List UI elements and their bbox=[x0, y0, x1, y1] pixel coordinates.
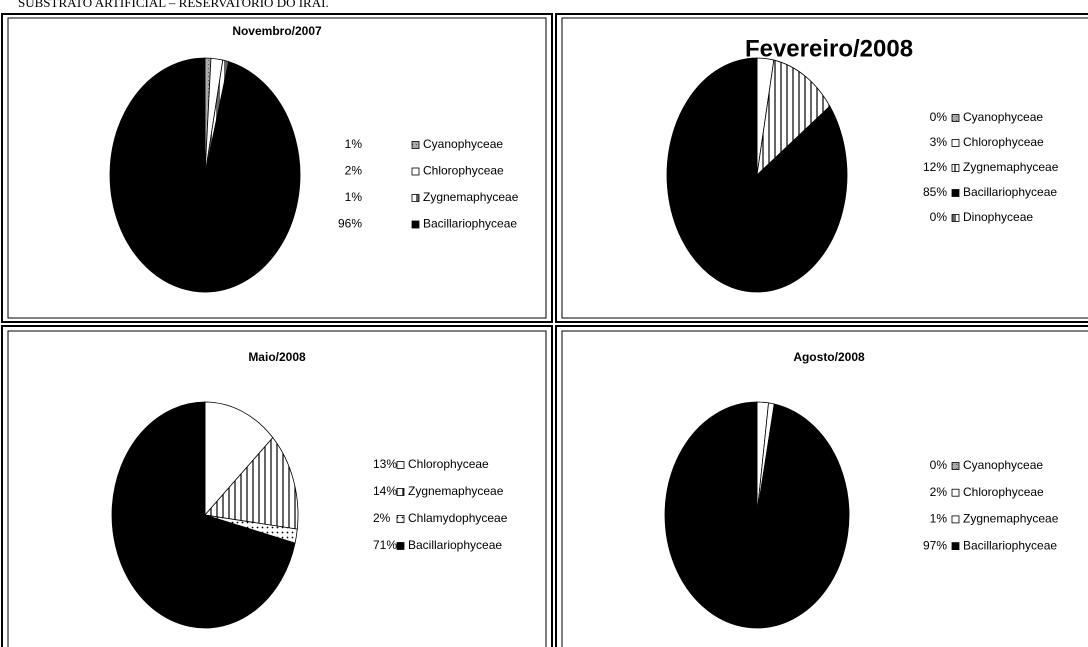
legend-swatch bbox=[951, 164, 960, 172]
legend-swatch bbox=[411, 141, 420, 149]
legend-label: Zygnemaphyceae bbox=[963, 512, 1059, 526]
cell-frame bbox=[1, 325, 553, 647]
chart-title: Maio/2008 bbox=[248, 350, 306, 364]
pie-slice bbox=[204, 437, 299, 530]
pie-slice bbox=[664, 401, 850, 629]
legend-label: Dinophyceae bbox=[963, 210, 1033, 224]
legend-swatch bbox=[951, 488, 960, 497]
cell-frame bbox=[1, 13, 553, 323]
value-label: 1% bbox=[345, 190, 363, 204]
legend-swatch bbox=[411, 194, 420, 202]
legend-label: Zygnemaphyceae bbox=[423, 190, 519, 204]
pie-slice bbox=[756, 59, 831, 177]
legend-label: Chlorophyceae bbox=[963, 135, 1044, 149]
legend-swatch bbox=[411, 167, 420, 176]
pie-slice bbox=[111, 401, 296, 629]
legend-label: Bacillariophyceae bbox=[408, 538, 502, 552]
legend-label: Bacillariophyceae bbox=[963, 185, 1057, 199]
legend-label: Cyanophyceae bbox=[423, 137, 503, 151]
chart-frame bbox=[561, 330, 1088, 647]
chart-frame bbox=[7, 17, 547, 319]
legend-swatch bbox=[951, 515, 960, 524]
legend-swatch bbox=[951, 462, 960, 470]
legend-swatch bbox=[396, 542, 405, 550]
value-label: 12% bbox=[923, 160, 947, 174]
pie-slice bbox=[109, 57, 301, 293]
cell-frame bbox=[555, 325, 1088, 647]
value-label: 2% bbox=[345, 164, 363, 178]
chart-title: Novembro/2007 bbox=[232, 24, 322, 38]
chart-frame bbox=[7, 330, 547, 647]
value-label: 97% bbox=[923, 538, 947, 552]
pie-slice bbox=[204, 401, 274, 517]
legend-label: Bacillariophyceae bbox=[963, 538, 1057, 552]
legend-label: Chlorophyceae bbox=[423, 164, 504, 178]
legend-swatch bbox=[951, 114, 960, 122]
legend-label: Zygnemaphyceae bbox=[963, 160, 1059, 174]
value-label: 71% bbox=[373, 538, 397, 552]
value-label: 1% bbox=[345, 137, 363, 151]
value-label: 1% bbox=[930, 512, 948, 526]
value-label: 0% bbox=[930, 210, 948, 224]
value-label: 0% bbox=[930, 458, 948, 472]
value-label: 3% bbox=[930, 135, 948, 149]
legend-swatch bbox=[396, 461, 405, 469]
legend-label: Bacillariophyceae bbox=[423, 217, 517, 231]
value-label: 13% bbox=[373, 457, 397, 471]
value-label: 2% bbox=[373, 511, 391, 525]
value-label: 14% bbox=[373, 484, 397, 498]
legend-label: Cyanophyceae bbox=[963, 110, 1043, 124]
caption: SUBSTRATO ARTIFICIAL – RESERVATÓRIO DO I… bbox=[18, 0, 329, 10]
cell-frame bbox=[555, 13, 1088, 323]
legend-swatch bbox=[411, 220, 420, 229]
legend-swatch bbox=[951, 189, 960, 197]
legend-swatch bbox=[396, 488, 405, 496]
value-label: 2% bbox=[930, 485, 948, 499]
legend-label: Chlorophyceae bbox=[963, 485, 1044, 499]
legend-label: Chlamydophyceae bbox=[408, 511, 508, 525]
chart-title: Fevereiro/2008 bbox=[745, 35, 913, 62]
value-label: 85% bbox=[923, 185, 947, 199]
legend-swatch bbox=[396, 515, 405, 523]
legend-swatch bbox=[951, 214, 960, 222]
value-label: 96% bbox=[338, 217, 362, 231]
chart-title: Agosto/2008 bbox=[793, 350, 865, 364]
legend-label: Cyanophyceae bbox=[963, 458, 1043, 472]
legend-label: Chlorophyceae bbox=[408, 457, 489, 471]
legend-swatch bbox=[951, 139, 960, 147]
legend-swatch bbox=[951, 542, 960, 550]
chart-frame bbox=[561, 17, 1088, 319]
legend-label: Zygnemaphyceae bbox=[408, 484, 504, 498]
value-label: 0% bbox=[930, 110, 948, 124]
